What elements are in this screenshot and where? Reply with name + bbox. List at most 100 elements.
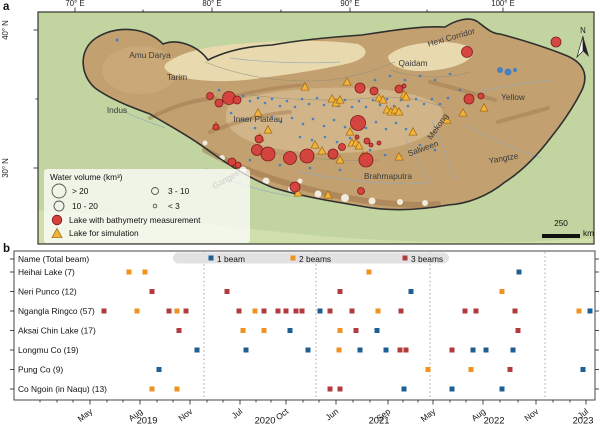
- legend-size-class: < 3: [146, 198, 244, 213]
- beam-observation-point: [261, 308, 267, 314]
- beam-observation-point: [134, 308, 140, 314]
- map-region-label: Amu Darya: [129, 50, 171, 60]
- lake-row-label: Longmu Co (19): [18, 345, 79, 355]
- small-lake: [383, 153, 387, 157]
- small-lake: [308, 166, 312, 170]
- map-legend: Water volume (km³) > 20 3 - 10 10 - 20 < 3 …: [44, 169, 250, 243]
- map-region-label: Inner Plateau: [233, 114, 283, 124]
- bathymetry-lake-marker: [354, 82, 366, 94]
- small-lake: [446, 96, 450, 100]
- beam-observation-point: [449, 347, 455, 353]
- beam-legend-swatch: [402, 255, 408, 261]
- simulation-lake-marker: [458, 107, 468, 117]
- latitude-tick-label: 40° N: [1, 20, 10, 40]
- beam-legend-swatch: [208, 255, 214, 261]
- small-lake: [504, 68, 512, 76]
- terrain-art: [38, 12, 594, 244]
- small-lake: [364, 126, 368, 130]
- simulation-lake-marker: [323, 189, 333, 199]
- beam-observation-point: [337, 386, 343, 392]
- small-lake: [373, 78, 377, 82]
- bathymetry-lake-marker: [227, 157, 237, 167]
- simulation-lake-marker: [300, 81, 310, 91]
- beam-observation-point: [287, 328, 293, 333]
- small-lake: [403, 78, 407, 82]
- volume-circle-icon: [151, 186, 159, 195]
- month-tick-label: Oct: [274, 406, 291, 422]
- month-tick-label: Jul: [230, 406, 245, 421]
- small-lake: [404, 127, 408, 131]
- simulation-lake-marker: [479, 102, 489, 112]
- month-tick-label: May: [419, 406, 438, 424]
- small-lake: [322, 103, 326, 107]
- beam-observation-point: [470, 347, 476, 353]
- small-lake: [307, 102, 311, 106]
- bathymetry-lake-marker: [254, 134, 264, 144]
- bathymetry-lake-marker: [368, 142, 374, 148]
- bathymetry-marker-icon: [51, 214, 63, 225]
- beam-observation-point: [353, 328, 359, 333]
- beam-observation-point: [275, 308, 281, 314]
- volume-circle-icon: [51, 183, 67, 198]
- bathymetry-lake-marker: [550, 36, 562, 48]
- beam-legend-label: 1 beam: [217, 254, 245, 264]
- basin-boundary: [249, 94, 446, 109]
- map-mat: [37, 11, 595, 245]
- legend-size-label: 3 - 10: [168, 185, 190, 196]
- yangtze-river: [464, 124, 543, 159]
- small-lake: [293, 105, 297, 109]
- small-lake: [384, 127, 388, 131]
- legend-size-class: > 20: [50, 183, 142, 198]
- month-tick-label: Jun: [323, 406, 340, 422]
- small-lake: [458, 88, 462, 92]
- simulation-lake-marker: [335, 154, 345, 164]
- small-lake: [241, 118, 245, 122]
- beam-observation-point: [101, 308, 107, 314]
- small-lake: [406, 104, 410, 108]
- mountain-ridge: [496, 106, 550, 124]
- bathymetry-lake-marker: [477, 92, 485, 100]
- bathymetry-lake-marker: [463, 93, 475, 105]
- lake-row-label: Co Ngoin (in Naqu) (13): [18, 384, 107, 394]
- beam-observation-point: [174, 308, 180, 314]
- map-region-label: Yellow: [501, 92, 526, 102]
- scalebar-unit: km: [583, 228, 595, 238]
- year-label: 2022: [484, 415, 505, 426]
- beam-observation-point: [283, 308, 289, 314]
- legend-size-label: < 3: [168, 200, 180, 211]
- lake-row-label: Neri Punco (12): [18, 286, 77, 296]
- small-lake: [278, 163, 282, 167]
- beam-legend-swatch: [290, 255, 296, 261]
- bathymetry-lake-marker: [260, 146, 276, 162]
- small-lake: [229, 111, 233, 115]
- small-lake: [430, 97, 434, 101]
- map-content: 70° E 80° E 90° E 100° E 40° N 30° N Amu Darya…: [1, 0, 562, 199]
- small-lake: [343, 125, 347, 129]
- beam-observation-point: [483, 347, 489, 353]
- small-lake: [422, 102, 426, 106]
- beam-observation-point: [462, 308, 468, 314]
- simulation-lake-marker: [327, 93, 337, 103]
- bathymetry-lake-marker: [354, 134, 360, 140]
- small-lake: [343, 98, 347, 102]
- beam-observation-point: [383, 347, 389, 353]
- simulation-lake-marker: [378, 94, 388, 104]
- bathymetry-lake-marker: [299, 148, 315, 164]
- panel-a-label: a: [3, 1, 10, 13]
- snow-peak: [368, 197, 376, 205]
- small-lake: [350, 105, 354, 109]
- qaidam-basin: [388, 42, 473, 72]
- beam-observation-point: [174, 386, 180, 392]
- mekong-river: [431, 119, 456, 179]
- longitude-tick-label: 100° E: [491, 0, 515, 8]
- simulation-lake-marker: [317, 145, 327, 155]
- beam-observation-point: [468, 367, 474, 372]
- beam-observation-point: [408, 289, 414, 294]
- snow-peak: [314, 190, 322, 198]
- simulation-lake-marker: [335, 94, 345, 104]
- lake-row-label: Pung Co (9): [18, 364, 63, 374]
- snow-peak: [297, 178, 303, 184]
- small-lake: [248, 99, 252, 103]
- beam-observation-point: [156, 367, 162, 372]
- beam-observation-point: [236, 308, 242, 314]
